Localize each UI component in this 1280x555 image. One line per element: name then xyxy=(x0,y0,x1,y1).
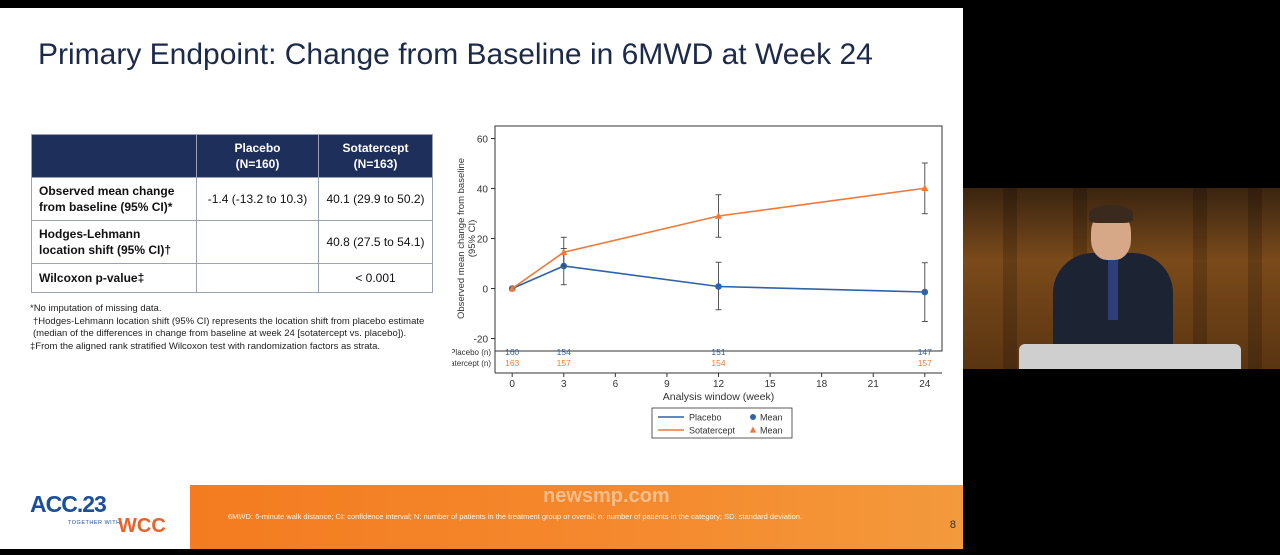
x-tick-label: 18 xyxy=(816,379,828,390)
data-point-sotatercept xyxy=(508,284,516,292)
footnote: *No imputation of missing data. xyxy=(30,303,162,314)
logo-sub: TOGETHER WITH xyxy=(68,520,121,526)
logo-wcc: WCC xyxy=(118,515,166,537)
footnote: (median of the differences in change fro… xyxy=(33,328,407,339)
cell-placebo xyxy=(196,263,319,293)
footnote: †Hodges-Lehmann location shift (95% CI) … xyxy=(33,315,425,327)
slide: Primary Endpoint: Change from Baseline i… xyxy=(0,8,963,549)
series-line-sotatercept xyxy=(511,187,925,290)
legend-series-label: Placebo xyxy=(689,413,722,423)
row-label: Wilcoxon p-value‡ xyxy=(31,263,197,293)
legend-marker-circle xyxy=(750,414,756,420)
cell-sotatercept: 40.8 (27.5 to 54.1) xyxy=(318,220,433,264)
row-label-line2: from baseline (95% CI)* xyxy=(39,200,173,214)
legend-marker-label: Mean xyxy=(760,413,783,423)
x-tick-label: 6 xyxy=(613,379,619,390)
x-tick-label: 15 xyxy=(765,379,777,390)
data-point-sotatercept xyxy=(560,248,568,256)
bottom-band: 6MWD: 6-minute walk distance; CI: confid… xyxy=(190,485,963,549)
y-tick-label: 40 xyxy=(477,185,489,196)
header-placebo-line2: (N=160) xyxy=(235,157,280,171)
y-axis-label: Observed mean change from baseline xyxy=(456,158,467,319)
row-label: Hodges-Lehmann location shift (95% CI)† xyxy=(31,220,197,264)
legend-series-label: Sotatercept xyxy=(689,426,736,436)
row-label-line2: location shift (95% CI)† xyxy=(39,243,172,257)
at-risk-label: Sotatercept (n) xyxy=(452,359,491,368)
at-risk-value: 154 xyxy=(557,347,571,357)
x-tick-label: 12 xyxy=(713,379,725,390)
at-risk-value: 157 xyxy=(557,358,571,368)
footnotes: *No imputation of missing data. †Hodges-… xyxy=(30,303,450,353)
at-risk-value: 163 xyxy=(505,358,519,368)
row-label: Observed mean change from baseline (95% … xyxy=(31,177,197,221)
row-label-line1: Hodges-Lehmann xyxy=(39,227,141,241)
table-header-sotatercept: Sotatercept (N=163) xyxy=(318,134,433,178)
legend-marker-label: Mean xyxy=(760,426,783,436)
at-risk-value: 160 xyxy=(505,347,519,357)
cell-sotatercept: < 0.001 xyxy=(318,263,433,293)
x-tick-label: 0 xyxy=(509,379,515,390)
speaker-video-feed xyxy=(963,188,1280,369)
at-risk-value: 154 xyxy=(711,358,725,368)
curtain-fold xyxy=(1193,188,1207,369)
y-axis-label-line2: (95% CI) xyxy=(467,220,478,257)
row-label-line1: Observed mean change xyxy=(39,184,175,198)
legend-marker-triangle xyxy=(749,426,757,433)
cell-placebo xyxy=(196,220,319,264)
speaker-hair xyxy=(1089,205,1133,223)
x-tick-label: 21 xyxy=(868,379,880,390)
table-row: Hodges-Lehmann location shift (95% CI)† … xyxy=(31,220,433,264)
row-label-line1: Wilcoxon p-value‡ xyxy=(39,271,145,285)
data-point-sotatercept xyxy=(715,212,722,219)
at-risk-label: Placebo (n) xyxy=(452,348,491,357)
y-tick-label: 60 xyxy=(477,135,489,146)
table-row: Observed mean change from baseline (95% … xyxy=(31,177,433,221)
chart-legend xyxy=(651,407,793,439)
cell-sotatercept: 40.1 (29.9 to 50.2) xyxy=(318,177,433,221)
header-placebo-line1: Placebo xyxy=(234,141,281,155)
acc-wcc-logo: ACC.23 TOGETHER WITH WCC xyxy=(30,491,190,547)
podium xyxy=(1019,344,1241,369)
slide-title: Primary Endpoint: Change from Baseline i… xyxy=(38,38,873,71)
cell-placebo: -1.4 (-13.2 to 10.3) xyxy=(196,177,319,221)
header-sota-line1: Sotatercept xyxy=(342,141,409,155)
page-number: 8 xyxy=(949,519,956,531)
header-sota-line2: (N=163) xyxy=(353,157,398,171)
logo-acc: ACC.23 xyxy=(30,491,107,517)
footnote: ‡From the aligned rank stratified Wilcox… xyxy=(30,340,381,352)
speaker-tie xyxy=(1108,260,1118,320)
table-header-blank xyxy=(31,134,197,178)
at-risk-value: 151 xyxy=(711,347,725,357)
y-tick-label: 0 xyxy=(482,285,488,296)
table-header-placebo: Placebo (N=160) xyxy=(196,134,319,178)
table-row: Wilcoxon p-value‡ < 0.001 xyxy=(31,263,433,293)
abbreviations-note: 6MWD: 6-minute walk distance; CI: confid… xyxy=(228,512,803,521)
curtain-fold xyxy=(1003,188,1017,369)
x-tick-label: 3 xyxy=(561,379,567,390)
table-header-row: Placebo (N=160) Sotatercept (N=163) xyxy=(31,134,433,178)
at-risk-value: 147 xyxy=(918,347,932,357)
plot-frame xyxy=(494,125,943,352)
x-axis-label: Analysis window (week) xyxy=(663,391,774,403)
curtain-fold xyxy=(1248,188,1262,369)
data-point-placebo xyxy=(715,283,722,290)
data-point-sotatercept xyxy=(921,184,929,192)
x-tick-label: 9 xyxy=(664,379,670,390)
at-risk-value: 157 xyxy=(918,358,932,368)
x-tick-label: 24 xyxy=(919,379,931,390)
results-table: Placebo (N=160) Sotatercept (N=163) Obse… xyxy=(31,134,433,293)
y-tick-label: 20 xyxy=(477,235,489,246)
y-tick-label: -20 xyxy=(474,335,489,346)
data-point-placebo xyxy=(921,288,929,296)
series-line-placebo xyxy=(511,265,925,293)
watermark-text: newsmp.com xyxy=(543,485,670,507)
